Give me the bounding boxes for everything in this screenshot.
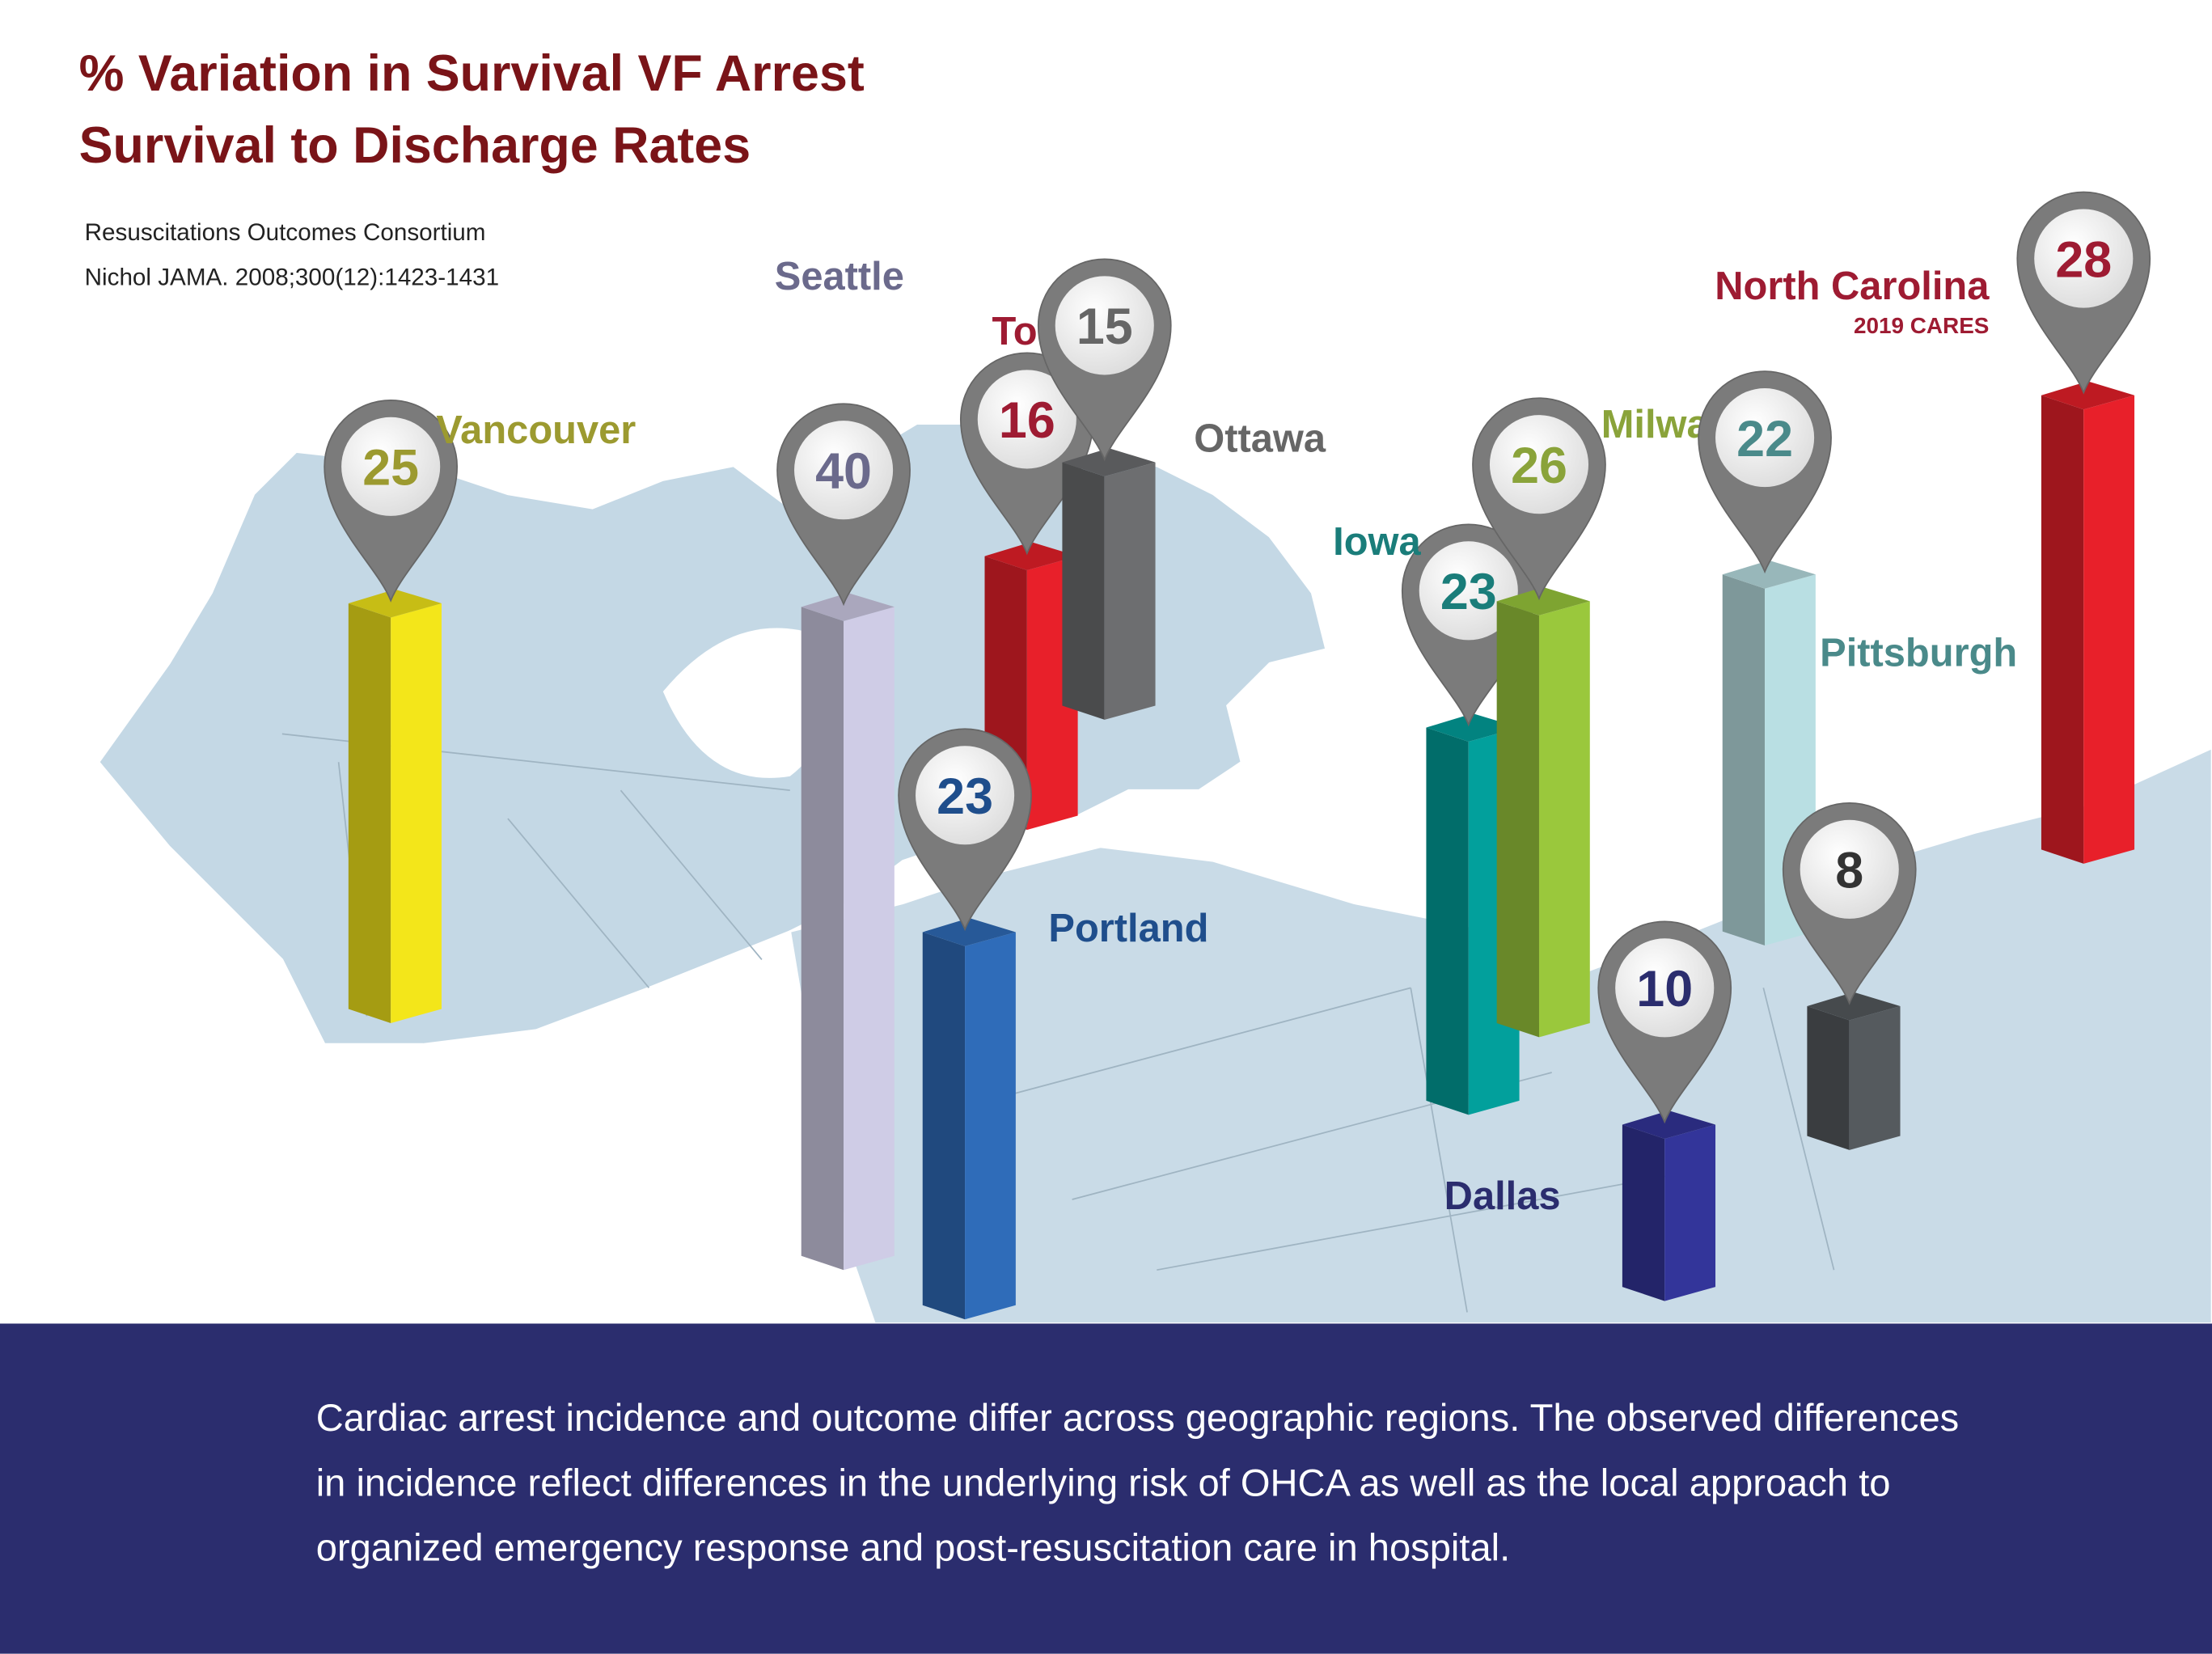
pin: 16 (959, 352, 1094, 556)
pin: 25 (324, 400, 459, 603)
bar-top-face (2041, 381, 2135, 410)
bar-left-face (1426, 727, 1469, 1115)
footer-text: Cardiac arrest incidence and outcome dif… (315, 1397, 1960, 1569)
value-label: 16 (999, 392, 1055, 449)
source-note: Nichol JAMA. 2008;300(12):1423-1431 (85, 264, 499, 291)
value-label: 10 (1636, 961, 1693, 1017)
bar-top-face (801, 592, 895, 621)
bar-top-face (1426, 713, 1520, 742)
pin-face (977, 370, 1076, 469)
bar (1622, 1110, 1716, 1301)
bar (1426, 713, 1520, 1115)
pin: 40 (776, 403, 911, 607)
bar-left-face (348, 603, 391, 1023)
pin: 15 (1037, 258, 1172, 462)
bar-left-face (1622, 1124, 1665, 1301)
pin-face (1489, 415, 1589, 514)
category-label: Seattle (775, 255, 904, 298)
value-label: 23 (937, 768, 993, 825)
value-label: 8 (1835, 843, 1863, 899)
pin-face (1615, 938, 1715, 1038)
value-label: 28 (2055, 231, 2112, 288)
bar-top-face (348, 589, 442, 618)
bar-right-face (1849, 1006, 1901, 1150)
category-label: Ottawa (1194, 417, 1326, 461)
bar-left-face (922, 932, 966, 1320)
value-label: 15 (1076, 298, 1133, 355)
pin-face (1419, 541, 1518, 641)
pin: 23 (898, 728, 1032, 932)
category-label: Dallas (1444, 1174, 1561, 1218)
bar-top-face (1062, 448, 1156, 477)
footer-band (0, 1323, 2212, 1654)
bar (1496, 586, 1590, 1038)
bar-top-face (1496, 586, 1590, 615)
value-label: 22 (1736, 411, 1793, 467)
bar-right-face (2083, 395, 2135, 864)
bar-top-face (1807, 992, 1901, 1021)
bar-left-face (1722, 574, 1766, 946)
bar-left-face (801, 607, 844, 1271)
bar (348, 589, 442, 1023)
bar (1807, 992, 1901, 1150)
bar-right-face (1664, 1124, 1716, 1301)
bar (922, 918, 1016, 1320)
bar (2041, 381, 2135, 864)
category-label: Pittsburgh (1820, 632, 2017, 675)
pin: 23 (1401, 523, 1536, 727)
source-note: Resuscitations Outcomes Consortium (85, 219, 486, 246)
map-borders (281, 733, 1835, 1313)
bar-left-face (1062, 462, 1105, 720)
bar-left-face (1807, 1006, 1850, 1150)
pin-face (2034, 209, 2134, 308)
pin: 26 (1472, 397, 1606, 601)
footer: Cardiac arrest incidence and outcome dif… (315, 1397, 1960, 1569)
pin: 8 (1782, 802, 1917, 1005)
annotation: 2019 CARES (1854, 313, 1989, 338)
category-label: Portland (1048, 907, 1208, 950)
bar-top-face (922, 918, 1016, 946)
bar-left-face (1496, 601, 1539, 1038)
bar-top-face (1722, 560, 1816, 589)
chart-title: % Variation in Survival VF Arrest (79, 45, 865, 102)
pin-face (1715, 388, 1815, 488)
category-label: North Carolina (1715, 264, 1990, 308)
value-label: 25 (362, 440, 419, 497)
bar-top-face (984, 542, 1078, 571)
bar-left-face (2041, 395, 2084, 864)
pin: 28 (2016, 191, 2151, 395)
bar-right-face (391, 603, 442, 1023)
pin-face (1800, 819, 1899, 919)
map-canada-lake (662, 628, 828, 778)
pin: 10 (1597, 920, 1732, 1124)
value-label: 40 (815, 443, 872, 500)
pin-face (1055, 276, 1154, 375)
category-label: Iowa (1333, 520, 1421, 564)
bar-right-face (1104, 462, 1156, 720)
pin-face (916, 746, 1015, 845)
value-label: 26 (1511, 438, 1567, 494)
bar (801, 592, 895, 1271)
chart-title: Survival to Discharge Rates (79, 117, 751, 174)
category-label: Vancouver (436, 408, 636, 452)
bar-right-face (844, 607, 895, 1271)
pin-face (794, 421, 894, 520)
value-label: 23 (1440, 564, 1497, 620)
bar-right-face (1538, 601, 1590, 1038)
pin-face (341, 417, 441, 516)
bar-right-face (965, 932, 1016, 1320)
pin: 22 (1698, 370, 1832, 574)
bar (1062, 448, 1156, 720)
